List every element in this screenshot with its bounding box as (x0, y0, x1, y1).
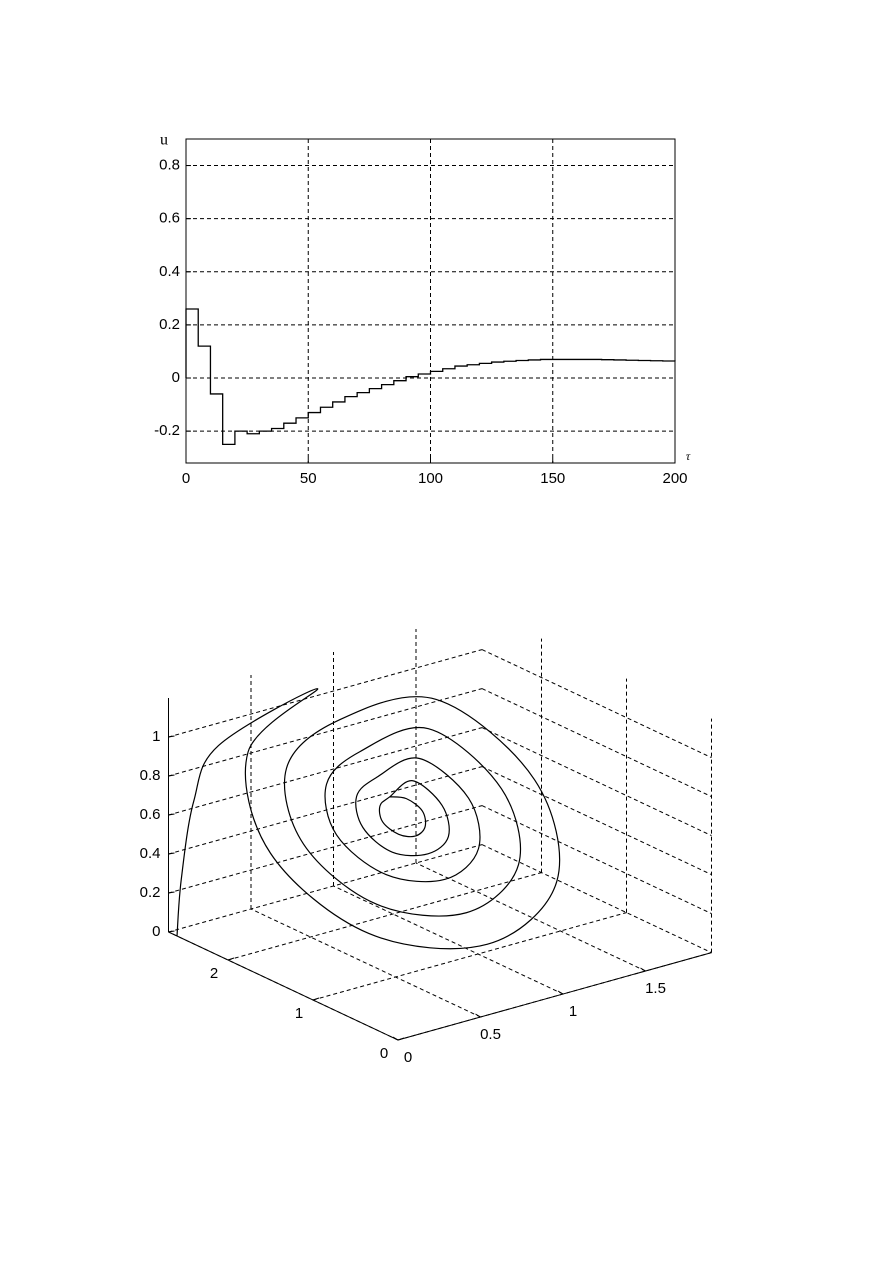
tick-mark (168, 735, 175, 738)
grid-line (250, 908, 481, 1018)
grid-line (481, 688, 712, 798)
grid-line (227, 872, 542, 961)
y-tick-label: 0.8 (159, 157, 180, 174)
axis-line (397, 952, 712, 1041)
trajectory (176, 688, 561, 950)
grid-line (168, 844, 483, 933)
z-tick-label: 0.8 (140, 767, 161, 784)
x-axis-label: τ (686, 449, 691, 463)
tick-mark (397, 1037, 405, 1041)
grid-line (481, 727, 712, 837)
tick-mark (640, 967, 646, 972)
y-tick-label: 0.2 (159, 316, 180, 333)
grid-line (415, 862, 646, 972)
z-tick-label: 0.2 (140, 884, 161, 901)
axis-line (168, 931, 399, 1041)
grid-line (168, 727, 483, 816)
tick-mark (168, 891, 175, 894)
y-tick-label: 0.4 (159, 263, 180, 280)
y-tick-label: 2 (210, 965, 218, 982)
x-tick-label: 50 (300, 470, 317, 487)
grid-line (168, 688, 483, 777)
grid-line (481, 766, 712, 876)
step-line (185, 308, 676, 446)
y-axis-label: u (160, 132, 168, 149)
tick-mark (168, 774, 175, 777)
z-tick-label: 0 (152, 923, 160, 940)
x-tick-label: 0.5 (480, 1026, 501, 1043)
tick-mark (475, 1013, 481, 1018)
y-tick-label: 1 (295, 1005, 303, 1022)
grid-line (481, 805, 712, 915)
x-tick-label: 200 (662, 470, 687, 487)
grid-line (481, 844, 712, 954)
tick-mark (168, 852, 175, 855)
grid-line (312, 912, 627, 1001)
x-tick-label: 150 (540, 470, 565, 487)
z-tick-label: 0.6 (140, 806, 161, 823)
x-tick-label: 0 (182, 470, 190, 487)
grid-line (168, 805, 483, 894)
tick-mark (168, 930, 175, 933)
tick-mark (312, 997, 320, 1001)
y-tick-label: 0 (172, 369, 180, 386)
y-tick-label: -0.2 (154, 422, 180, 439)
y-tick-label: 0.6 (159, 210, 180, 227)
tick-mark (168, 813, 175, 816)
x-tick-label: 1 (569, 1003, 577, 1020)
grid-line (168, 649, 483, 738)
plot-frame (185, 138, 676, 464)
y-tick-label: 0 (380, 1045, 388, 1062)
x-tick-label: 100 (418, 470, 443, 487)
grid-line (333, 885, 564, 995)
z-tick-label: 0.4 (140, 845, 161, 862)
tick-mark (227, 957, 235, 961)
z-tick-label: 1 (152, 728, 160, 745)
x-tick-label: 1.5 (645, 980, 666, 997)
grid-line (481, 649, 712, 759)
x-tick-label: 0 (404, 1049, 412, 1066)
grid-line (168, 766, 483, 855)
tick-mark (557, 990, 564, 995)
tick-mark (392, 1036, 399, 1041)
